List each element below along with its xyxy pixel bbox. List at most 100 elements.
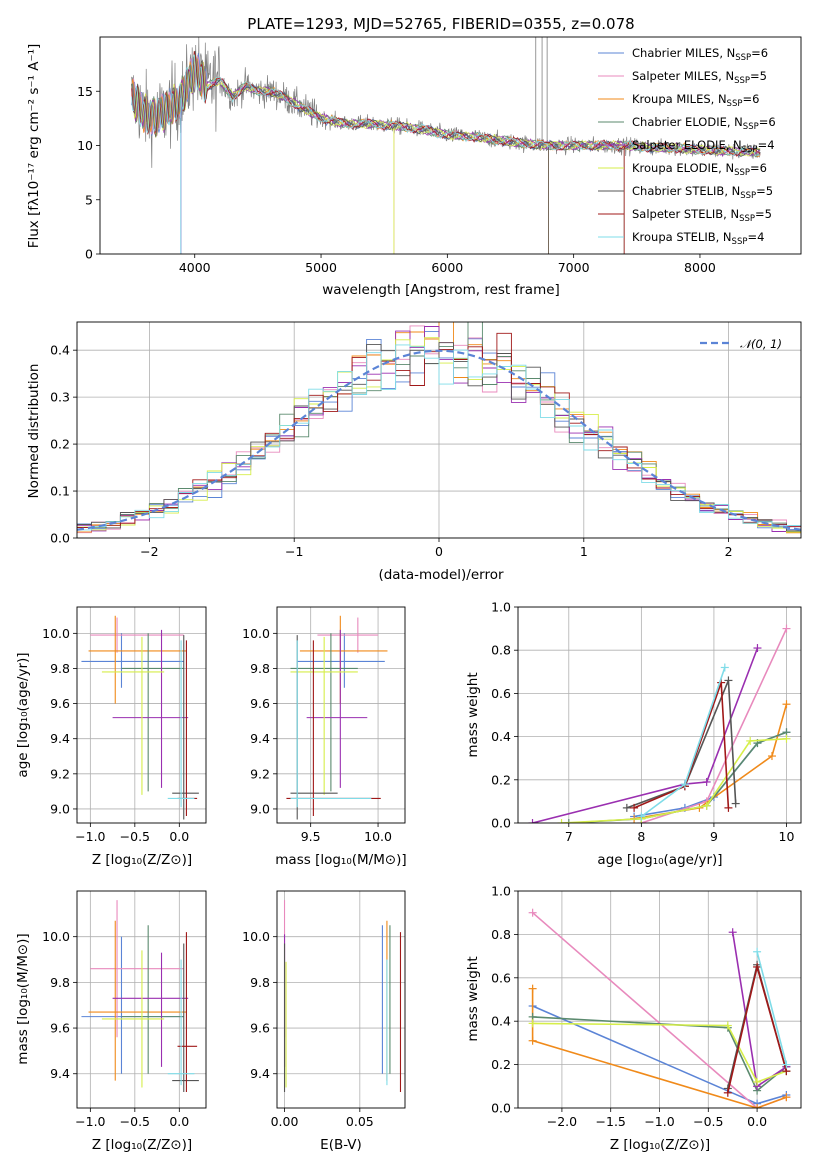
panel-2: −1.0 −0.5 0.0 9.0 9.2 9.4 9.6 9.8 10.0 [42, 606, 207, 844]
y-tick-label: 0.0 [50, 531, 70, 546]
plot-area [77, 322, 801, 538]
legend-label-name: Kroupa ELODIE, N [632, 161, 734, 175]
x-tick-label: 7000 [558, 260, 590, 275]
legend-label-sub: SSP [734, 76, 750, 86]
legend-label: Chabrier MILES, NSSP=6 [632, 46, 768, 63]
legend-label-suffix: =4 [747, 230, 764, 244]
legend-label-sub: SSP [742, 145, 758, 155]
legend-label: Kroupa MILES, NSSP=6 [632, 92, 759, 109]
plot-area [77, 607, 206, 823]
y-tick-label: 10.0 [242, 626, 270, 641]
legend-label: Chabrier STELIB, NSSP=5 [632, 184, 773, 201]
legend-label-name: Salpeter MILES, N [632, 69, 734, 83]
p5-xlabel: E(B-V) [320, 1137, 362, 1153]
x-tick-label: −0.5 [120, 829, 150, 844]
y-tick-label: 10 [77, 138, 93, 153]
y-tick-label: 9.8 [250, 661, 270, 676]
panel-4: 7 8 9 10 0.0 0.2 0.4 0.6 0.8 1.0 [491, 600, 802, 844]
y-tick-label: 9.6 [250, 696, 270, 711]
legend-label: Kroupa ELODIE, NSSP=6 [632, 161, 767, 178]
y-tick-label: 9.4 [50, 1066, 70, 1081]
plot-area [277, 891, 405, 1108]
model-spectrum [131, 50, 761, 157]
x-tick-label: 5000 [305, 260, 337, 275]
legend-label-name: Chabrier MILES, N [632, 46, 735, 60]
legend-label-sub: SSP [734, 168, 750, 178]
x-tick-label: 2 [725, 544, 733, 559]
x-tick-label: 9 [710, 829, 718, 844]
panel-6: 0.00 0.05 9.4 9.6 9.8 10.0 [242, 890, 406, 1129]
y-tick-label: 9.4 [250, 1066, 270, 1081]
mass-weight-line [731, 932, 787, 1088]
axes-frame [276, 606, 406, 824]
y-tick-label: 0.0 [491, 816, 511, 831]
x-tick-label: −0.5 [120, 1114, 150, 1129]
x-tick-label: 0.0 [169, 1114, 189, 1129]
axes-frame [517, 890, 802, 1109]
y-tick-label: 0.4 [491, 729, 511, 744]
legend-label-sub: SSP [739, 214, 755, 224]
panel-7: −2.0 −1.5 −1.0 −0.5 0.0 0.0 0.2 0.4 0.6 0.8 1.0 [491, 884, 802, 1129]
x-tick-label: 0.0 [169, 829, 189, 844]
x-tick-label: 8000 [684, 260, 716, 275]
legend-label: Kroupa STELIB, NSSP=4 [632, 230, 764, 247]
spectrum-xlabel: wavelength [Angstrom, rest frame] [322, 282, 560, 298]
p3-xlabel: age [log₁₀(age/yr)] [597, 852, 722, 868]
legend-label: Salpeter STELIB, NSSP=5 [632, 207, 772, 224]
plot-area [518, 891, 801, 1108]
x-tick-label: 9.5 [301, 829, 321, 844]
legend-label: 𝒩(0, 1) [740, 337, 782, 351]
mass-weight-line [532, 1016, 787, 1092]
y-tick-label: 1.0 [491, 600, 511, 615]
y-tick-label: 9.8 [50, 975, 70, 990]
plot-area [518, 607, 801, 823]
legend-label-suffix: =6 [742, 92, 759, 106]
mass-weight-line [626, 680, 737, 809]
x-tick-label: 0.0 [747, 1114, 767, 1129]
panel-3: 9.5 10.0 9.0 9.2 9.4 9.6 9.8 10.0 [242, 606, 406, 844]
plot-area [131, 37, 761, 254]
x-tick-label: 8 [637, 829, 645, 844]
legend-label-suffix: =5 [756, 184, 773, 198]
p6-ylabel: mass weight [465, 956, 481, 1041]
y-tick-label: 0.6 [491, 686, 511, 701]
y-tick-label: 0.1 [50, 484, 70, 499]
residual-xlabel: (data-model)/error [378, 567, 504, 583]
legend-label-suffix: =5 [755, 207, 772, 221]
y-tick-label: 9.6 [50, 696, 70, 711]
plot-area [277, 607, 405, 823]
x-tick-label: 1 [580, 544, 588, 559]
y-tick-label: 15 [77, 84, 93, 99]
legend-label-sub: SSP [732, 237, 748, 247]
y-tick-label: 0.8 [491, 643, 511, 658]
y-tick-label: 9.2 [50, 766, 70, 781]
axes-frame [76, 890, 207, 1109]
residual-histogram [77, 342, 801, 532]
residual-ylabel: Normed distribution [26, 364, 42, 499]
p4-ylabel: mass [log₁₀(M/M⊙)] [15, 933, 31, 1064]
y-tick-label: 0.6 [491, 970, 511, 985]
x-tick-label: 6000 [431, 260, 463, 275]
legend-label-name: Salpeter STELIB, N [632, 207, 739, 221]
legend-label-name: Kroupa MILES, N [632, 92, 727, 106]
spectrum-title: PLATE=1293, MJD=52765, FIBERID=0355, z=0… [247, 15, 634, 33]
legend-label-name: Kroupa STELIB, N [632, 230, 732, 244]
axes-frame [517, 606, 802, 824]
legend-label: Salpeter MILES, NSSP=5 [632, 69, 767, 86]
y-tick-label: 9.2 [250, 766, 270, 781]
p3-ylabel: mass weight [465, 672, 481, 757]
legend-label-sub: SSP [727, 99, 743, 109]
plot-area [77, 891, 206, 1108]
y-tick-label: 9.4 [50, 731, 70, 746]
legend-label-sub: SSP [740, 191, 756, 201]
legend-label: Chabrier ELODIE, NSSP=6 [632, 115, 776, 132]
y-tick-label: 10.0 [42, 929, 70, 944]
y-tick-label: 10.0 [42, 626, 70, 641]
legend-label-suffix: =4 [758, 138, 775, 152]
legend-label-name: Chabrier STELIB, N [632, 184, 740, 198]
y-tick-label: 0.3 [50, 390, 70, 405]
y-tick-label: 9.6 [50, 1021, 70, 1036]
y-tick-label: 9.6 [250, 1021, 270, 1036]
x-tick-label: −2.0 [547, 1114, 577, 1129]
